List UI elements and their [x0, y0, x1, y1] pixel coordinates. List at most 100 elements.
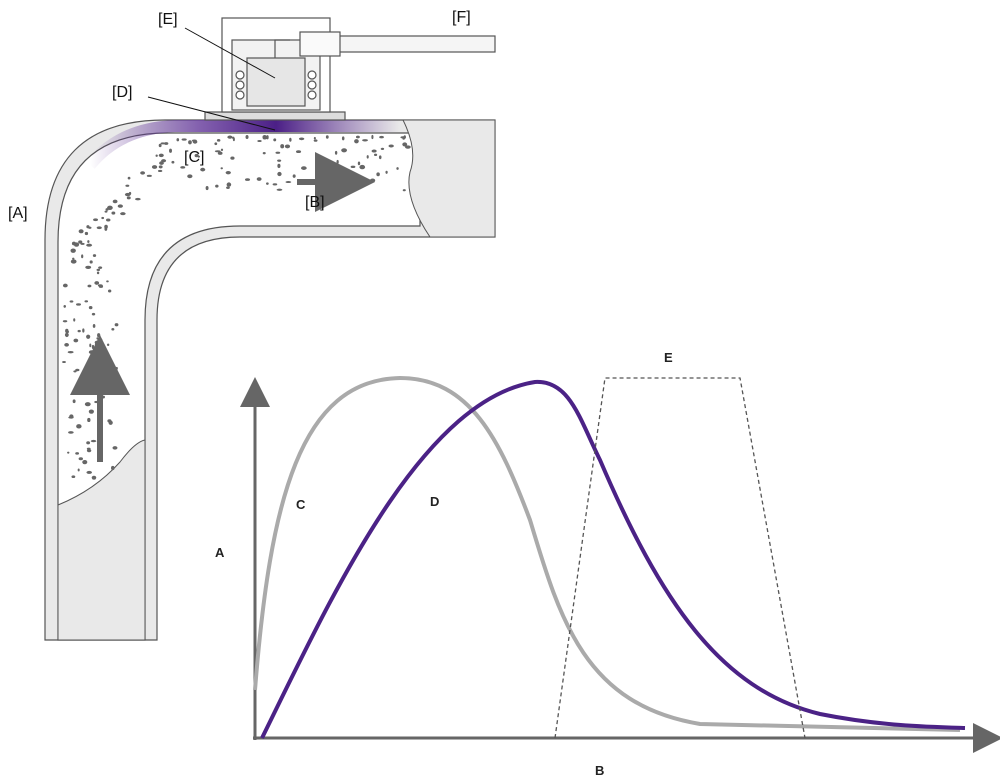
particle: [301, 166, 307, 170]
particle: [70, 259, 77, 264]
particle: [97, 284, 103, 287]
particle: [96, 226, 102, 230]
particle: [72, 399, 76, 404]
particle: [357, 161, 361, 166]
measurement-zone: [85, 120, 400, 169]
particle: [106, 343, 110, 347]
particle: [95, 349, 98, 354]
particle: [81, 254, 84, 259]
particle: [64, 343, 69, 347]
particle: [86, 225, 90, 229]
particle: [404, 145, 411, 149]
particle: [91, 344, 95, 350]
y-axis-label: A: [215, 545, 225, 560]
particle: [256, 177, 262, 181]
particle: [115, 366, 118, 370]
curve-label: E: [664, 350, 673, 365]
particle: [276, 188, 283, 191]
particle: [106, 390, 111, 393]
particle: [371, 149, 377, 153]
particle: [227, 135, 233, 139]
particle: [69, 300, 74, 303]
particle: [285, 181, 292, 184]
callout: [D]: [112, 84, 132, 101]
particle: [102, 361, 106, 365]
curve-c: [253, 375, 961, 732]
particle: [107, 205, 113, 210]
particle: [112, 446, 118, 450]
particle: [76, 424, 82, 429]
particle: [232, 137, 235, 142]
particle: [63, 305, 66, 308]
particle: [88, 350, 95, 354]
particle: [78, 457, 83, 461]
powder-bed: [57, 439, 146, 641]
particle: [101, 216, 105, 220]
particle: [188, 140, 192, 145]
particle: [191, 139, 197, 142]
particle: [341, 136, 345, 141]
particle: [86, 243, 93, 247]
particle: [86, 376, 92, 379]
particle: [369, 178, 376, 183]
particle: [151, 165, 158, 169]
particle: [379, 135, 384, 139]
particle: [155, 154, 158, 157]
particle: [220, 148, 224, 151]
particle: [284, 144, 291, 149]
particle: [87, 417, 91, 423]
particle: [225, 171, 231, 175]
particle: [214, 142, 218, 146]
particle: [92, 324, 96, 328]
particle: [125, 184, 130, 187]
particle: [355, 135, 360, 139]
particle: [354, 139, 359, 144]
particle: [105, 208, 109, 211]
pipe-end: [402, 119, 496, 238]
particle: [214, 150, 221, 153]
particle: [157, 169, 163, 173]
particle: [216, 139, 221, 142]
particle: [158, 143, 162, 148]
particle: [78, 240, 83, 244]
particle: [77, 382, 81, 387]
particle: [104, 210, 108, 213]
particle: [275, 151, 281, 154]
particle: [146, 174, 152, 177]
particle: [402, 137, 405, 140]
particle: [107, 289, 112, 293]
particle: [68, 431, 74, 434]
particle: [135, 197, 141, 201]
particle: [78, 229, 84, 234]
particle: [114, 323, 119, 327]
particle: [230, 156, 235, 160]
particle: [257, 140, 262, 143]
particle: [88, 409, 94, 414]
callout: [B]: [305, 194, 325, 211]
particle: [84, 231, 89, 236]
particle: [245, 134, 249, 140]
particle: [82, 460, 88, 465]
particle: [400, 136, 406, 139]
curve-label: C: [296, 497, 306, 512]
particle: [277, 159, 282, 162]
particle: [89, 343, 92, 348]
particle: [362, 139, 368, 142]
particle: [62, 283, 68, 288]
particle: [86, 334, 91, 339]
particle: [366, 155, 369, 159]
particle: [217, 151, 223, 155]
particle: [70, 248, 76, 253]
particle: [126, 196, 131, 200]
particle: [371, 134, 374, 140]
particle: [159, 161, 164, 165]
particle: [226, 182, 232, 187]
particle: [96, 337, 99, 340]
particle: [111, 211, 116, 215]
callout: [E]: [158, 11, 178, 28]
particle: [272, 183, 278, 186]
particle: [65, 328, 69, 334]
particle: [91, 475, 97, 480]
particle: [94, 281, 100, 285]
